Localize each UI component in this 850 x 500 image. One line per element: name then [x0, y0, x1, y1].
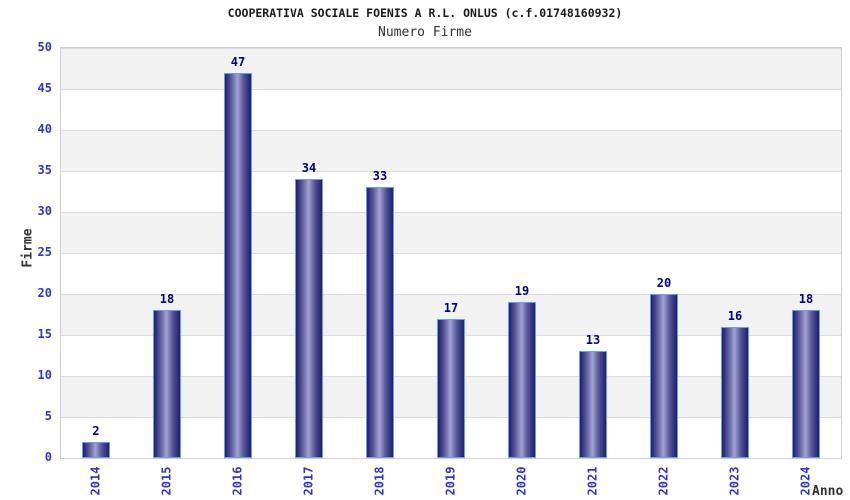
bar-value-label: 2	[92, 423, 100, 438]
y-tick-label: 50	[37, 40, 52, 54]
y-tick-label: 20	[37, 286, 52, 300]
bar-2020	[508, 302, 536, 458]
x-tick-label: 2018	[372, 466, 386, 496]
x-tick-label: 2015	[159, 466, 173, 496]
chart-title: COOPERATIVA SOCIALE FOENIS A R.L. ONLUS …	[227, 6, 623, 20]
y-tick-label: 10	[37, 368, 52, 382]
x-tick-label: 2023	[727, 466, 741, 496]
bar-value-label: 17	[443, 300, 459, 315]
x-tick-label: 2014	[88, 466, 102, 496]
y-tick-label: 15	[37, 327, 52, 341]
bar-2016	[224, 72, 252, 458]
y-tick-label: 40	[37, 122, 52, 136]
x-tick-label: 2016	[230, 466, 244, 496]
y-tick-label: 45	[37, 81, 52, 95]
x-tick-label: 2017	[301, 466, 315, 496]
bar-2019	[437, 318, 465, 458]
bar-value-label: 33	[372, 169, 388, 184]
y-tick-label: 0	[44, 450, 52, 464]
bar-2023	[721, 326, 749, 458]
x-tick-label: 2022	[656, 466, 670, 496]
bar-value-label: 13	[585, 333, 601, 348]
y-tick-label: 25	[37, 245, 52, 259]
x-tick-label: 2019	[443, 466, 457, 496]
bar-2017	[295, 179, 323, 458]
x-tick-label: 2024	[798, 466, 812, 496]
bar-value-label: 34	[301, 161, 317, 176]
y-tick-label: 30	[37, 204, 52, 218]
x-axis-label: Anno	[812, 484, 844, 499]
plot-area: 2 18 47 34 33 17 19 13 20 16 18	[60, 47, 842, 459]
bar-value-label: 47	[230, 54, 246, 69]
y-tick-label: 5	[44, 409, 52, 423]
bar-2024	[792, 310, 820, 458]
bar-2021	[579, 351, 607, 458]
x-tick-label: 2021	[585, 466, 599, 496]
bar-2015	[153, 310, 181, 458]
bar-2018	[366, 187, 394, 458]
bar-value-label: 19	[514, 284, 530, 299]
bar-value-label: 18	[159, 292, 175, 307]
bar-2014	[82, 441, 110, 458]
y-tick-label: 35	[37, 163, 52, 177]
bar-2022	[650, 294, 678, 458]
bar-value-label: 16	[727, 308, 743, 323]
bar-value-label: 18	[798, 292, 814, 307]
bar-value-label: 20	[656, 276, 672, 290]
chart-subtitle: Numero Firme	[378, 25, 472, 40]
x-tick-label: 2020	[514, 466, 528, 496]
